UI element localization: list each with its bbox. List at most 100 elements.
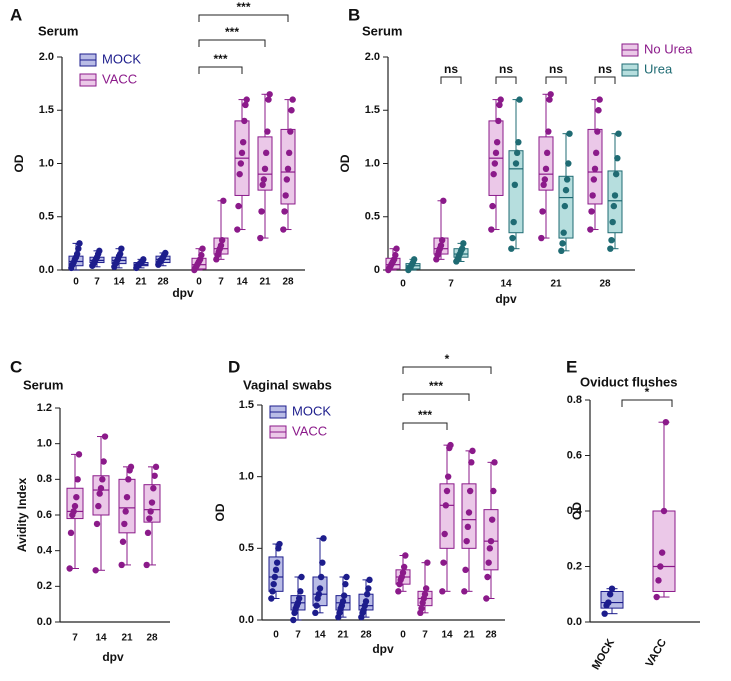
bracket (402, 393, 470, 401)
panel-letter: C (10, 357, 22, 376)
data-point (73, 493, 80, 501)
y-tick-label: 0.4 (37, 545, 53, 557)
y-tick-label: 2.0 (39, 51, 54, 63)
data-point (264, 128, 271, 135)
x-tick-label: 0 (273, 630, 279, 641)
data-point (342, 580, 349, 588)
data-point (491, 459, 498, 466)
data-point (562, 186, 570, 194)
x-tick-label: 28 (485, 630, 497, 641)
data-point (483, 595, 490, 602)
data-point (612, 170, 620, 178)
y-tick-label: 1.5 (239, 399, 254, 411)
data-point (444, 473, 452, 480)
panel-title: Oviduct flushes (580, 374, 678, 389)
data-point (605, 599, 612, 606)
data-point (464, 523, 472, 531)
data-point (239, 139, 247, 146)
data-point (243, 96, 250, 103)
data-point (515, 139, 522, 146)
data-point (460, 240, 467, 247)
x-tick-label: 7 (94, 277, 100, 288)
data-point (270, 580, 277, 588)
data-point (491, 160, 499, 167)
data-point (121, 520, 128, 528)
data-point (468, 459, 475, 466)
data-point (438, 236, 446, 244)
panel-title: Vaginal swabs (243, 377, 332, 392)
data-point (402, 552, 409, 559)
data-point (71, 502, 79, 510)
data-point (66, 565, 73, 572)
data-point (147, 508, 154, 515)
data-point (662, 419, 670, 426)
y-tick-label: 0.5 (39, 211, 54, 223)
data-point (437, 242, 445, 249)
data-point (655, 577, 662, 584)
data-point (542, 165, 550, 173)
data-point (271, 573, 279, 581)
x-tick-label: 7 (218, 277, 224, 288)
data-point (234, 226, 241, 233)
significance-label: *** (418, 408, 432, 422)
y-tick-label: 1.0 (239, 471, 254, 483)
data-point (236, 170, 243, 178)
data-point (421, 591, 429, 598)
data-point (399, 569, 407, 576)
data-point (237, 160, 245, 167)
x-tick-label: 21 (550, 279, 562, 290)
data-point (418, 605, 425, 612)
y-tick-label: 0.5 (365, 211, 380, 223)
data-point (539, 208, 546, 215)
data-point (609, 218, 616, 226)
y-axis-label: OD (12, 154, 26, 172)
data-point (266, 91, 273, 98)
data-point (281, 208, 288, 215)
data-point (565, 160, 572, 167)
significance-label: *** (429, 379, 443, 393)
data-point (461, 588, 468, 595)
x-tick-label: 21 (337, 630, 349, 641)
data-point (340, 592, 348, 599)
data-point (93, 520, 101, 528)
data-point (262, 149, 270, 157)
significance-label: * (645, 385, 650, 399)
x-tick-label: 14 (236, 277, 248, 288)
data-point (312, 609, 319, 617)
data-point (260, 176, 268, 183)
box (461, 483, 477, 549)
y-tick-label: 1.0 (37, 438, 52, 450)
data-point (443, 487, 451, 495)
bracket (621, 399, 673, 407)
data-point (660, 507, 668, 515)
data-point (589, 192, 596, 199)
panel-letter: E (566, 357, 577, 376)
data-point (75, 451, 83, 458)
data-point (465, 509, 473, 516)
data-point (658, 549, 666, 556)
data-point (273, 559, 281, 566)
data-point (587, 226, 594, 233)
data-point (395, 588, 402, 595)
data-point (122, 508, 129, 515)
data-point (339, 598, 347, 605)
data-point (392, 251, 399, 259)
x-tick-label: MOCK (590, 637, 617, 672)
data-point (99, 476, 106, 483)
x-tick-label: 28 (146, 633, 158, 644)
x-axis-label: dpv (172, 286, 194, 300)
box (257, 136, 273, 191)
data-point (261, 165, 269, 173)
panel-letter: D (228, 357, 240, 376)
data-point (283, 176, 291, 183)
data-point (298, 573, 305, 581)
significance-label: ns (549, 62, 563, 76)
panel-letter: B (348, 5, 360, 24)
data-point (150, 485, 157, 492)
data-point (148, 499, 156, 506)
data-point (257, 234, 264, 242)
legend-label: MOCK (102, 51, 141, 66)
data-point (513, 149, 521, 157)
x-tick-label: 7 (295, 630, 301, 641)
data-point (258, 208, 265, 215)
